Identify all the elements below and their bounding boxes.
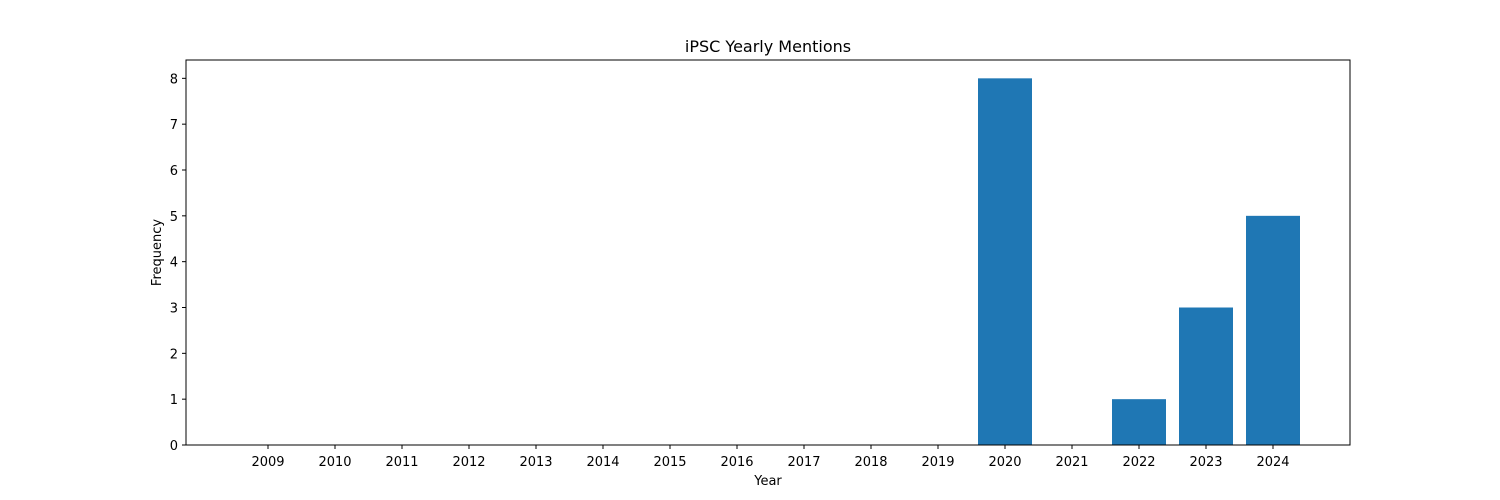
x-tick-label-2017: 2017 (787, 455, 820, 470)
y-tick-label-0: 0 (170, 439, 178, 454)
x-tick-label-2020: 2020 (988, 455, 1021, 470)
x-tick-label-2009: 2009 (251, 455, 284, 470)
x-tick-label-2018: 2018 (854, 455, 887, 470)
chart-title: iPSC Yearly Mentions (685, 37, 851, 56)
x-tick-label-2011: 2011 (385, 455, 418, 470)
plot-area-frame (185, 59, 1351, 446)
y-tick-label-1: 1 (170, 393, 178, 408)
x-axis: 2009 2010 2011 2012 2013 2014 2015 2016 2017 2018… (251, 445, 1290, 470)
y-tick-label-7: 7 (170, 118, 178, 133)
x-tick-label-2021: 2021 (1055, 455, 1088, 470)
x-tick-label-2016: 2016 (720, 455, 753, 470)
bar-2024 (1246, 215, 1300, 445)
x-tick-label-2012: 2012 (452, 455, 485, 470)
x-tick-label-2019: 2019 (921, 455, 954, 470)
y-tick-label-4: 4 (170, 256, 178, 271)
y-tick-label-5: 5 (170, 210, 178, 225)
y-tick-label-2: 2 (170, 347, 178, 362)
x-tick-label-2013: 2013 (519, 455, 552, 470)
x-tick-label-2024: 2024 (1256, 455, 1289, 470)
x-tick-label-2010: 2010 (318, 455, 351, 470)
y-tick-label-3: 3 (170, 302, 178, 317)
x-axis-label: Year (753, 474, 782, 489)
x-tick-label-2014: 2014 (586, 455, 619, 470)
bar-2022 (1112, 399, 1166, 445)
x-tick-label-2022: 2022 (1122, 455, 1155, 470)
x-tick-label-2023: 2023 (1189, 455, 1222, 470)
bar-2020 (978, 78, 1032, 445)
y-axis-label: Frequency (150, 219, 165, 286)
y-tick-label-6: 6 (170, 164, 178, 179)
bars-group (978, 78, 1300, 445)
bar-2023 (1179, 307, 1233, 445)
x-tick-label-2015: 2015 (653, 455, 686, 470)
y-axis: 0 1 2 3 4 5 6 7 8 (170, 72, 186, 454)
y-tick-label-8: 8 (170, 72, 178, 87)
